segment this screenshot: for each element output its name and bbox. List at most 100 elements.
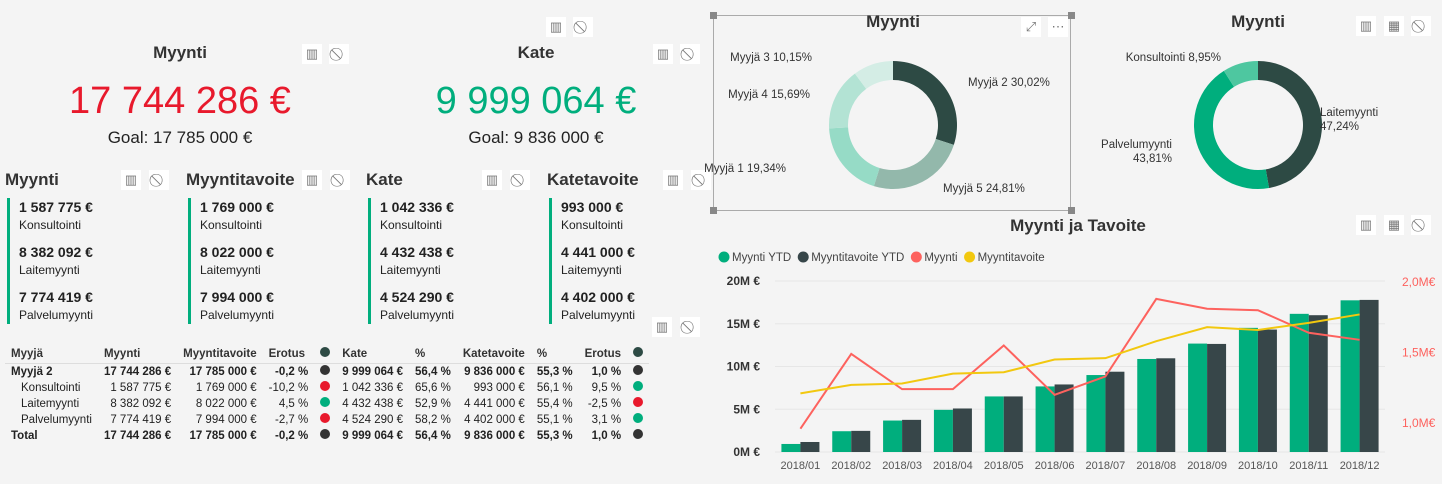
seller-donut-slice[interactable] xyxy=(829,73,867,129)
drill-filter-icon[interactable]: ▥ xyxy=(1356,16,1376,36)
seller-donut-label: Myyjä 2 30,02% xyxy=(968,77,1050,89)
bar-myynti-ytd[interactable] xyxy=(1086,375,1106,452)
resize-handle[interactable] xyxy=(710,207,717,214)
table-cell: -0,2 % xyxy=(275,365,309,378)
category-donut-slice[interactable] xyxy=(1194,70,1270,189)
focus-mode-icon[interactable]: ⤢ xyxy=(1021,17,1041,37)
x-tick-label: 2018/05 xyxy=(984,460,1024,472)
column-header[interactable]: % xyxy=(409,344,457,364)
card-label: Konsultointi xyxy=(380,218,443,232)
bar-myynti-ytd[interactable] xyxy=(1238,327,1258,452)
bar-myynti-ytd[interactable] xyxy=(1289,313,1309,452)
no-filter-icon[interactable]: ⃠ xyxy=(329,44,349,64)
more-options-icon[interactable]: ⋯ xyxy=(1048,17,1068,37)
no-filter-icon[interactable]: ⃠ xyxy=(149,170,169,190)
bar-myyntitavoite-ytd[interactable] xyxy=(851,430,871,452)
card-value: 8 022 000 € xyxy=(200,244,274,260)
no-filter-icon[interactable]: ⃠ xyxy=(330,170,350,190)
no-filter-icon[interactable]: ⃠ xyxy=(1411,215,1431,235)
bar-myyntitavoite-ytd[interactable] xyxy=(1359,299,1379,452)
drill-filter-icon[interactable]: ▥ xyxy=(653,44,673,64)
table-row[interactable]: Total 17 744 286 € 17 785 000 € -0,2 % 9 999… xyxy=(5,428,649,444)
table-row[interactable]: Palvelumyynti 7 774 419 € 7 994 000 € -2,7 … xyxy=(5,412,649,428)
table-row[interactable]: Laitemyynti 8 382 092 € 8 022 000 € 4,5 % 4 … xyxy=(5,396,649,412)
status-dot xyxy=(314,396,336,412)
bar-myyntitavoite-ytd[interactable] xyxy=(952,408,972,452)
drill-filter-icon[interactable]: ▥ xyxy=(302,170,322,190)
bar-myyntitavoite-ytd[interactable] xyxy=(1003,396,1023,452)
column-header[interactable]: Myyntitavoite xyxy=(177,344,263,364)
card-label: Laitemyynti xyxy=(19,263,80,277)
bar-myyntitavoite-ytd[interactable] xyxy=(1105,371,1125,452)
drill-filter-icon[interactable]: ▥ xyxy=(121,170,141,190)
bar-myyntitavoite-ytd[interactable] xyxy=(1156,358,1176,452)
table-cell: 1 769 000 € xyxy=(195,381,257,394)
bar-myyntitavoite-ytd[interactable] xyxy=(800,441,820,452)
column-header[interactable]: % xyxy=(530,344,579,364)
x-tick-label: 2018/06 xyxy=(1035,460,1075,472)
bar-myynti-ytd[interactable] xyxy=(1137,358,1157,452)
table-cell: -2,5 % xyxy=(587,397,622,410)
no-filter-icon[interactable]: ⃠ xyxy=(680,44,700,64)
no-filter-icon[interactable]: ⃠ xyxy=(573,17,593,37)
bar-myyntitavoite-ytd[interactable] xyxy=(1207,343,1227,452)
table-row[interactable]: Konsultointi 1 587 775 € 1 769 000 € -10,2 … xyxy=(5,380,649,396)
card-kate: Kate ▥ ⃠ 1 042 336 € Konsultointi 4 432 4… xyxy=(366,170,541,324)
status-column-header[interactable] xyxy=(314,344,337,364)
seller-donut-slice[interactable] xyxy=(893,61,957,145)
legend-item[interactable]: Myyntitavoite xyxy=(978,252,1045,264)
bar-myynti-ytd[interactable] xyxy=(883,420,903,452)
bar-myyntitavoite-ytd[interactable] xyxy=(1257,329,1277,452)
column-header[interactable]: Myynti xyxy=(97,344,178,364)
drill-filter-icon[interactable]: ▥ xyxy=(663,170,683,190)
column-header[interactable]: Katetavoite xyxy=(456,344,531,364)
no-filter-icon[interactable]: ⃠ xyxy=(1411,16,1431,36)
card-value: 8 382 092 € xyxy=(19,244,93,260)
bar-myynti-ytd[interactable] xyxy=(933,409,953,452)
legend-item[interactable]: Myynti YTD xyxy=(732,252,791,264)
bar-chart-icon[interactable]: ▦ xyxy=(1384,16,1404,36)
drill-filter-icon[interactable]: ▥ xyxy=(546,17,566,37)
status-column-header[interactable] xyxy=(627,344,650,364)
table-row[interactable]: Myyjä 2 17 744 286 € 17 785 000 € -0,2 % 9 9… xyxy=(5,364,649,380)
column-header[interactable]: Myyjä xyxy=(5,344,98,364)
category-donut-slice[interactable] xyxy=(1223,61,1258,87)
card-label: Laitemyynti xyxy=(380,263,441,277)
legend-marker xyxy=(964,251,976,263)
seller-donut-slice[interactable] xyxy=(854,61,893,89)
legend-item[interactable]: Myyntitavoite YTD xyxy=(811,252,904,264)
legend-marker xyxy=(910,251,922,263)
resize-handle[interactable] xyxy=(1068,207,1075,214)
resize-handle[interactable] xyxy=(1068,12,1075,19)
bar-myyntitavoite-ytd[interactable] xyxy=(1308,315,1328,452)
bar-myynti-ytd[interactable] xyxy=(1340,300,1360,452)
drill-filter-icon[interactable]: ▥ xyxy=(482,170,502,190)
category-donut-slice[interactable] xyxy=(1258,61,1322,189)
no-filter-icon[interactable]: ⃠ xyxy=(691,170,711,190)
legend-item[interactable]: Myynti xyxy=(924,252,957,264)
column-header[interactable]: Erotus xyxy=(262,344,315,364)
column-header[interactable]: Kate xyxy=(336,344,410,364)
bar-myynti-ytd[interactable] xyxy=(1035,386,1055,452)
column-header[interactable]: Erotus xyxy=(578,344,628,364)
seller-donut-slice[interactable] xyxy=(829,127,880,187)
bar-myynti-ytd[interactable] xyxy=(1188,343,1208,452)
bar-myynti-ytd[interactable] xyxy=(781,443,801,452)
drill-filter-icon[interactable]: ▥ xyxy=(652,317,672,337)
drill-filter-icon[interactable]: ▥ xyxy=(302,44,322,64)
seller-donut-title: Myynti xyxy=(866,12,920,31)
seller-donut-slice[interactable] xyxy=(873,138,954,189)
bar-myynti-ytd[interactable] xyxy=(832,431,852,452)
no-filter-icon[interactable]: ⃠ xyxy=(510,170,530,190)
bar-myyntitavoite-ytd[interactable] xyxy=(902,419,922,452)
status-dot xyxy=(627,412,649,428)
bar-myynti-ytd[interactable] xyxy=(984,396,1004,452)
table-cell: 3,1 % xyxy=(591,413,622,426)
line-myyntitavoite[interactable] xyxy=(800,313,1360,395)
drill-filter-icon[interactable]: ▥ xyxy=(1356,215,1376,235)
table-cell: 55,1 % xyxy=(536,413,573,426)
resize-handle[interactable] xyxy=(710,12,717,19)
no-filter-icon[interactable]: ⃠ xyxy=(680,317,700,337)
bar-myyntitavoite-ytd[interactable] xyxy=(1054,384,1074,452)
bar-chart-icon[interactable]: ▦ xyxy=(1384,215,1404,235)
